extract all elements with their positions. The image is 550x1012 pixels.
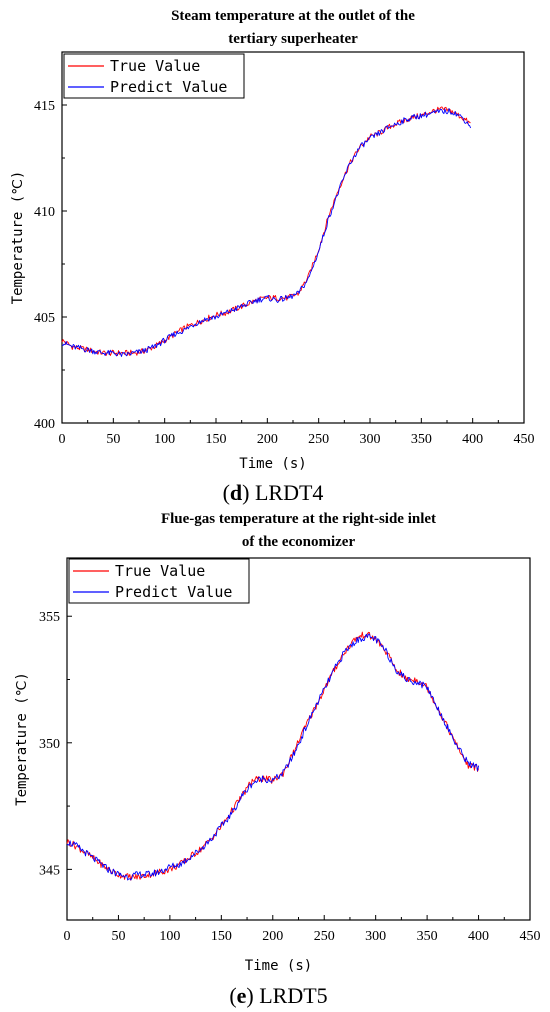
x-tick-label: 350 [411,432,432,447]
x-tick-label: 150 [206,432,227,447]
caption-open-paren: ( [223,480,230,505]
caption-name: LRDT4 [249,480,323,505]
chart-title-line: Flue-gas temperature at the right-side i… [161,511,436,527]
x-tick-label: 400 [462,432,483,447]
x-tick-label: 300 [365,929,386,944]
x-tick-label: 200 [262,929,283,944]
legend: True Value Predict Value [68,558,250,604]
x-tick-label: 50 [106,432,120,447]
legend-box [63,53,245,99]
x-tick-label: 250 [308,432,329,447]
legend-label: True Value [115,562,205,580]
series-line-predict-value [61,108,472,357]
x-tick-label: 100 [154,432,175,447]
legend-box [68,558,250,604]
chart-title-line: Steam temperature at the outlet of the [171,8,415,24]
series-line-predict-value [66,633,480,881]
caption-close-paren: ) [246,983,253,1008]
x-tick-label: 250 [314,929,335,944]
figure-caption: (d) LRDT4 [223,480,324,505]
y-tick-label: 405 [34,311,55,326]
y-axis-label: Temperature (℃) [14,672,30,806]
y-tick-label: 415 [34,99,55,114]
x-tick-label: 400 [468,929,489,944]
x-tick-label: 150 [211,929,232,944]
y-tick-label: 355 [39,610,60,625]
x-axis-label: Time (s) [245,958,312,974]
series-line-true-value [61,106,471,357]
y-tick-label: 400 [34,417,55,432]
x-tick-label: 0 [59,432,66,447]
x-tick-label: 50 [111,929,125,944]
plot-frame [61,51,525,424]
plot-frame [66,557,531,921]
x-tick-label: 300 [360,432,381,447]
y-tick-label: 350 [39,737,60,752]
legend-label: True Value [110,57,200,75]
x-tick-label: 450 [514,432,535,447]
caption-open-paren: ( [229,983,236,1008]
caption-close-paren: ) [242,480,249,505]
legend-label: Predict Value [115,583,232,601]
chart-title-line: of the economizer [242,534,356,550]
legend: True Value Predict Value [63,53,245,99]
chart-d: Steam temperature at the outlet of the te… [10,8,535,505]
figure-caption: (e) LRDT5 [229,983,327,1008]
x-axis-label: Time (s) [239,456,306,472]
x-tick-label: 450 [520,929,541,944]
legend-label: Predict Value [110,78,227,96]
y-tick-label: 410 [34,205,55,220]
x-tick-label: 200 [257,432,278,447]
x-tick-label: 100 [159,929,180,944]
y-axis-label: Temperature (℃) [10,171,26,305]
caption-letter: e [237,983,247,1008]
caption-name: LRDT5 [254,983,328,1008]
y-tick-label: 345 [39,863,60,878]
x-tick-label: 0 [64,929,71,944]
chart-e: Flue-gas temperature at the right-side i… [14,511,541,1008]
chart-title-line: tertiary superheater [228,31,358,47]
x-tick-label: 350 [417,929,438,944]
caption-letter: d [230,480,242,505]
series-line-true-value [66,631,480,881]
